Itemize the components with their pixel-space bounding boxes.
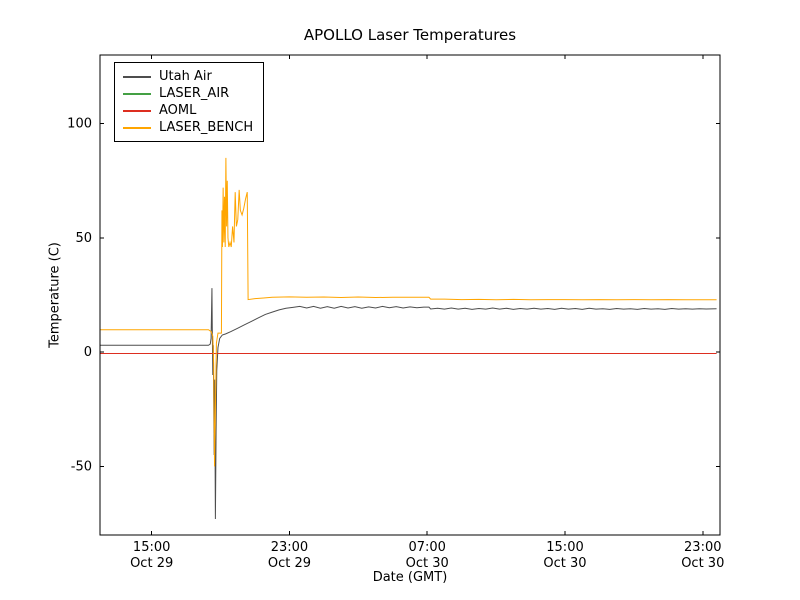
x-tick-label-time: 07:00 xyxy=(408,540,445,555)
legend-entry-laser-bench: LASER_BENCH xyxy=(123,119,253,136)
x-tick-label-date: Oct 30 xyxy=(543,556,586,571)
legend-entry-utah-air: Utah Air xyxy=(123,68,253,85)
x-tick-label-date: Oct 29 xyxy=(130,556,173,571)
legend-label: LASER_AIR xyxy=(159,86,230,101)
x-tick-label-time: 15:00 xyxy=(133,540,170,555)
x-axis-label: Date (GMT) xyxy=(372,570,448,585)
legend-line-swatch xyxy=(123,75,151,78)
x-tick-label-time: 15:00 xyxy=(546,540,583,555)
legend-line-swatch xyxy=(123,109,151,112)
legend-entry-laser-air: LASER_AIR xyxy=(123,85,253,102)
legend-label: Utah Air xyxy=(159,69,212,84)
plot-frame xyxy=(99,54,721,536)
legend-entry-aoml: AOML xyxy=(123,102,253,119)
y-tick-label: 50 xyxy=(75,231,92,246)
legend-line-swatch xyxy=(123,126,151,129)
y-axis-label: Temperature (C) xyxy=(47,242,63,348)
legend-line-swatch xyxy=(123,92,151,95)
x-tick-label-time: 23:00 xyxy=(271,540,308,555)
y-tick-label: 100 xyxy=(67,117,92,132)
x-tick-label-date: Oct 30 xyxy=(681,556,724,571)
x-tick-label-time: 23:00 xyxy=(684,540,721,555)
series-line-laser-bench xyxy=(100,157,717,467)
chart-title: APOLLO Laser Temperatures xyxy=(303,26,517,44)
y-tick-label: -50 xyxy=(71,459,92,474)
legend-label: AOML xyxy=(159,103,197,118)
legend-label: LASER_BENCH xyxy=(159,120,254,135)
series-line-utah-air xyxy=(100,288,717,520)
x-tick-label-date: Oct 30 xyxy=(406,556,449,571)
x-tick-label-date: Oct 29 xyxy=(268,556,311,571)
legend: Utah Air LASER_AIR AOML LASER_BENCH xyxy=(114,62,265,142)
y-tick-label: 0 xyxy=(84,345,92,360)
